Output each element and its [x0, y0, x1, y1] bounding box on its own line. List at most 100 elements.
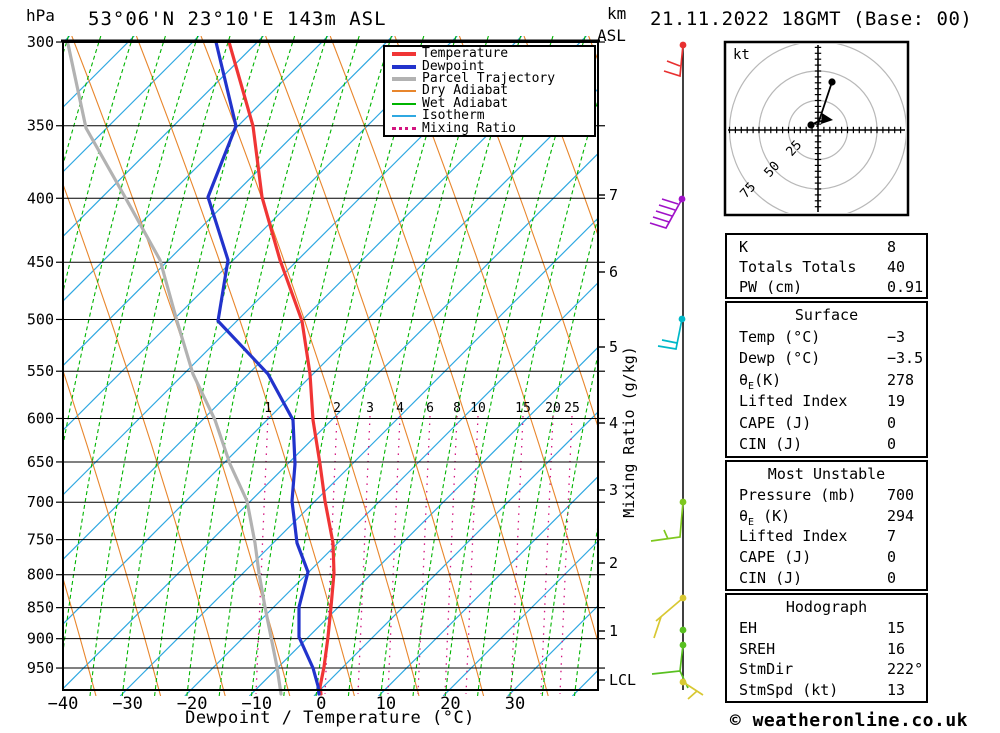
dry-adiabat-line: [63, 369, 162, 696]
stat-label: Pressure (mb): [739, 485, 857, 504]
stat-value: 13: [887, 681, 906, 700]
legend-label: Dewpoint: [422, 58, 485, 74]
km-tick-label: LCL: [609, 671, 636, 689]
pressure-unit-label: hPa: [26, 6, 55, 25]
hodograph-border: [723, 40, 910, 217]
pressure-tick-label: 750: [27, 531, 54, 549]
wet-adiabat-line: [541, 351, 598, 696]
stat-label: StmSpd (kt): [739, 681, 839, 700]
stats-section-header: Most Unstable: [767, 465, 886, 483]
wind-barb-dot: [679, 41, 687, 49]
isotherm-line: [119, 217, 598, 696]
stat-value: 0: [887, 413, 897, 432]
stat-label-subscript: E: [748, 516, 755, 528]
wet-adiabat-line: [186, 36, 328, 696]
stat-row: Temp (°C) −3: [727, 327, 926, 349]
stat-value: −3: [887, 327, 906, 346]
temperature-tick-label: −30: [112, 694, 143, 714]
wind-barb: [649, 198, 683, 230]
stats-section-most-unstable: Most Unstable Pressure (mb) 700 θE (K) 294 Li…: [725, 460, 928, 591]
stat-row: θE(K) 278: [727, 370, 926, 392]
pressure-tick-label: 450: [27, 253, 54, 271]
stat-label: Dewp (°C): [739, 349, 821, 368]
dry-adiabat-line: [265, 36, 485, 696]
km-tick-label: 5: [609, 338, 618, 356]
stat-value: −3.5: [887, 349, 924, 368]
mixing-ratio-value-label: 10: [470, 401, 486, 416]
dry-adiabat-line: [63, 182, 226, 696]
mixing-ratio-line: [417, 415, 431, 695]
legend-item: Dewpoint: [385, 58, 594, 74]
stats-section: K 8 Totals Totals 40 PW (cm) 0.91: [725, 233, 928, 299]
wet-adiabat-line: [347, 36, 489, 696]
isotherm-line: [63, 152, 598, 690]
stat-label: Lifted Index: [739, 392, 848, 411]
wet-adiabat-line: [63, 36, 134, 295]
dry-adiabat-line: [135, 36, 355, 696]
stat-label: CIN (J): [739, 569, 803, 588]
stat-value: 0: [887, 435, 897, 454]
wet-adiabat-line: [218, 36, 360, 696]
stats-section-hodograph: Hodograph EH 15 SREH 16 StmDir 222° StmSpd (kt)…: [725, 593, 928, 703]
pressure-tick-label: 400: [27, 189, 54, 207]
pressure-tick-label: 550: [27, 362, 54, 380]
mixing-ratio-line: [559, 415, 573, 695]
stat-row: CAPE (J) 0: [727, 413, 926, 435]
legend-label: Parcel Trajectory: [422, 70, 556, 86]
pressure-tick-label: 800: [27, 566, 54, 584]
hodograph-trace-dot: [828, 78, 836, 86]
wet-adiabat-line: [250, 36, 393, 696]
stat-row: CIN (J) 0: [727, 568, 926, 589]
wet-adiabat-line: [63, 36, 199, 657]
stat-label: Lifted Index: [739, 527, 848, 546]
stat-label: CIN (J): [739, 435, 803, 454]
stat-label: CAPE (J): [739, 548, 812, 567]
wind-barb: [657, 318, 683, 350]
wet-adiabat-line: [444, 36, 586, 696]
km-tick-label: 1: [609, 622, 618, 640]
isotherm-line: [63, 36, 135, 109]
wet-adiabat-line: [380, 36, 522, 696]
stat-value: 0: [887, 548, 897, 567]
sounding-profiles: [66, 41, 336, 696]
legend-swatch-dry-adiabat: [392, 90, 416, 93]
stat-label: K: [739, 238, 749, 256]
isotherm-line: [63, 36, 394, 367]
temperature-tick-label: 10: [376, 694, 396, 714]
stat-value: 15: [887, 618, 906, 637]
wet-adiabat-line: [89, 36, 231, 696]
stat-row: EH 15: [727, 618, 926, 639]
stat-row: θE (K) 294: [727, 506, 926, 528]
isotherm-line: [63, 36, 264, 238]
stat-row: Pressure (mb) 700: [727, 485, 926, 506]
hodograph-ring-label: 50: [762, 159, 784, 181]
asl-axis-unit-label: ASL: [597, 26, 626, 45]
stats-section-surface: Surface Temp (°C) −3 Dewp (°C) −3.5 θE(K) 278 L…: [725, 301, 928, 458]
stat-value: 294: [887, 506, 915, 525]
stat-label: StmDir: [739, 660, 794, 679]
dry-adiabat-line: [200, 36, 420, 696]
legend-label: Mixing Ratio: [422, 120, 516, 136]
wind-barb-dot: [679, 498, 687, 506]
stat-label: CAPE (J): [739, 413, 812, 432]
wet-adiabat-line: [121, 36, 263, 696]
mixing-ratio-line: [357, 415, 371, 695]
parcel-trajectory-curve: [66, 42, 283, 696]
km-tick-label: 2: [609, 554, 618, 572]
isotherm-line: [63, 36, 329, 302]
legend-label: Dry Adiabat: [422, 83, 509, 99]
legend-label: Isotherm: [422, 108, 485, 124]
wind-barb: [650, 501, 684, 542]
stat-row: SREH 16: [727, 639, 926, 660]
stat-row: CAPE (J) 0: [727, 547, 926, 568]
wet-adiabat-line: [315, 36, 457, 696]
plot-border: [62, 41, 599, 691]
temperature-tick-label: −20: [177, 694, 208, 714]
mixing-ratio-value-label: 1: [264, 401, 272, 416]
stat-row: Lifted Index 19: [727, 391, 926, 413]
stat-value: 16: [887, 639, 906, 658]
stat-label-subscript: E: [748, 380, 755, 392]
